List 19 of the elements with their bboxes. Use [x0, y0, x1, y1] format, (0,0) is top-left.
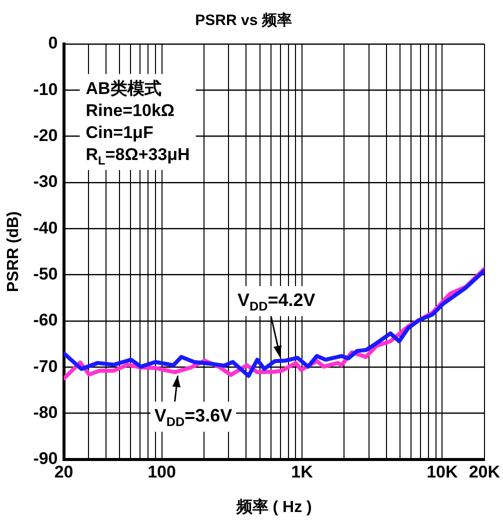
annotation: Rine=10kΩ: [86, 101, 175, 120]
annotation: AB类模式: [86, 79, 162, 98]
y-tick-label: -20: [33, 126, 58, 145]
y-tick-label: -30: [33, 172, 58, 192]
y-tick-label: 0: [48, 34, 58, 53]
y-tick-label: -80: [33, 402, 58, 422]
x-tick-label: 1K: [291, 462, 314, 482]
annotation: Cin=1μF: [86, 123, 154, 142]
y-tick-label: -60: [33, 310, 58, 330]
y-tick-label: -10: [33, 80, 58, 99]
x-tick-label: 100: [148, 462, 176, 482]
y-tick-label: -70: [33, 356, 58, 376]
x-tick-label: 10K: [426, 462, 459, 482]
y-tick-label: -50: [33, 264, 58, 284]
x-axis-title: 频率 ( Hz ): [235, 496, 312, 516]
y-tick-label: -40: [33, 218, 58, 238]
x-tick-label: 20K: [468, 462, 501, 482]
chart-title: PSRR vs 频率: [195, 11, 292, 30]
y-axis-title: PSRR (dB): [5, 211, 22, 292]
